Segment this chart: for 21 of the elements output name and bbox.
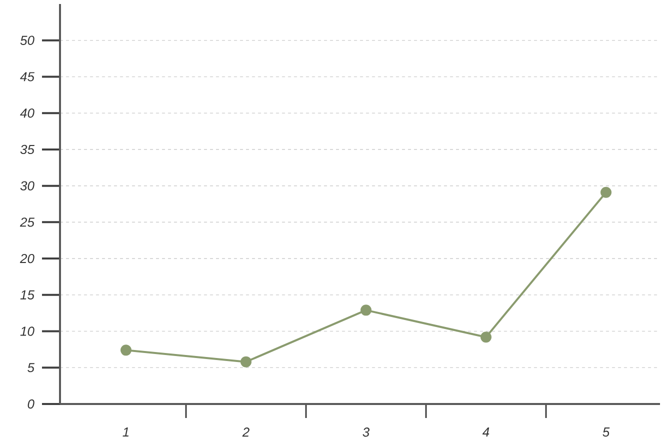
x-tick-label: 5: [602, 428, 610, 437]
point: [600, 186, 612, 198]
x-tick-label: 2: [242, 428, 250, 437]
y-tick-label: 50: [20, 36, 34, 45]
y-tick-label: 5: [28, 363, 34, 372]
point: [480, 332, 492, 343]
y-tick-label: 35: [20, 144, 34, 154]
y-tick-label: 0: [28, 399, 34, 409]
x-tick-label: 1: [122, 428, 129, 436]
y-tick-label: 30: [20, 181, 34, 190]
y-tick-label: 20: [20, 254, 34, 264]
point: [120, 344, 132, 356]
y-tick-label: 45: [20, 72, 34, 82]
y-tick-label: 40: [20, 108, 34, 118]
point: [360, 304, 372, 316]
y-tick-label: 15: [20, 290, 34, 300]
x-tick-label: 3: [362, 428, 370, 437]
y-tick-label: 25: [20, 218, 34, 227]
y-tick-label: 10: [20, 326, 34, 336]
point: [240, 356, 252, 368]
x-tick-label: 4: [482, 428, 490, 436]
